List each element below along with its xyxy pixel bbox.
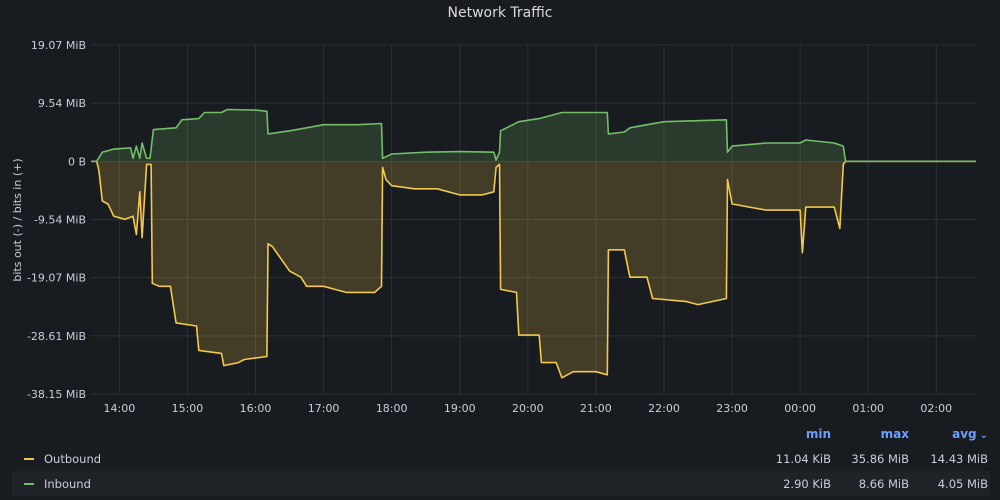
x-tick-label: 14:00 — [104, 402, 136, 415]
x-tick-label: 01:00 — [852, 402, 884, 415]
x-axis-ticks: 14:00 15:00 16:00 17:00 18:00 19:00 20:00 21:00… — [104, 402, 953, 415]
y-axis-ticks: 19.07 MiB 9.54 MiB 0 B -9.54 MiB -19.07 MiB -… — [27, 39, 86, 401]
legend-series-name[interactable]: Outbound — [44, 451, 102, 466]
y-tick-label: -9.54 MiB — [34, 214, 86, 227]
legend-row-outbound[interactable]: Outbound 11.04 KiB 35.86 MiB 14.43 MiB — [12, 446, 990, 471]
x-tick-label: 21:00 — [580, 402, 612, 415]
y-tick-label: 0 B — [68, 155, 86, 168]
legend-value-avg: 14.43 MiB — [930, 451, 988, 466]
legend-table: min max avg ⌄ Outbound 11.04 KiB 35.86 Mi… — [12, 421, 990, 496]
y-tick-label: 9.54 MiB — [38, 97, 86, 110]
outbound-line — [91, 160, 976, 379]
y-tick-label: -38.15 MiB — [27, 388, 86, 401]
y-tick-label: -19.07 MiB — [27, 272, 86, 285]
grid-lines — [91, 44, 976, 395]
legend-col-max[interactable]: max — [880, 426, 909, 441]
chevron-down-icon: ⌄ — [979, 429, 988, 441]
y-tick-label: 19.07 MiB — [31, 39, 86, 52]
legend-value-max: 8.66 MiB — [858, 476, 909, 491]
x-tick-label: 18:00 — [376, 402, 408, 415]
legend-value-avg: 4.05 MiB — [937, 476, 988, 491]
outbound-area — [91, 161, 976, 378]
inbound-line — [91, 108, 976, 163]
x-tick-label: 19:00 — [444, 402, 476, 415]
legend-value-max: 35.86 MiB — [851, 451, 909, 466]
legend-header: min max avg ⌄ — [12, 421, 990, 446]
y-axis-label: bits out (-) / bits in (+) — [11, 158, 24, 281]
legend-col-avg[interactable]: avg ⌄ — [909, 427, 990, 441]
x-tick-label: 23:00 — [716, 402, 748, 415]
legend-series-name[interactable]: Inbound — [44, 476, 91, 491]
inbound-area — [91, 109, 976, 162]
series-areas — [91, 109, 976, 378]
legend-col-min[interactable]: min — [805, 426, 831, 441]
outbound-swatch-icon — [24, 457, 34, 460]
series-lines — [91, 108, 976, 379]
network-traffic-chart[interactable]: 19.07 MiB 9.54 MiB 0 B -9.54 MiB -19.07 MiB -… — [0, 0, 1000, 420]
panel-title: Network Traffic — [447, 5, 553, 21]
x-tick-label: 02:00 — [920, 402, 952, 415]
legend-value-min: 2.90 KiB — [783, 476, 831, 491]
x-tick-label: 00:00 — [784, 402, 816, 415]
x-tick-label: 16:00 — [240, 402, 272, 415]
x-tick-label: 22:00 — [648, 402, 680, 415]
x-tick-label: 20:00 — [512, 402, 544, 415]
legend-col-avg-label: avg — [952, 426, 977, 441]
inbound-swatch-icon — [24, 482, 34, 485]
x-tick-label: 17:00 — [308, 402, 340, 415]
y-tick-label: -28.61 MiB — [27, 330, 86, 343]
legend-row-inbound[interactable]: Inbound 2.90 KiB 8.66 MiB 4.05 MiB — [12, 471, 990, 496]
x-tick-label: 15:00 — [172, 402, 204, 415]
legend-value-min: 11.04 KiB — [775, 451, 831, 466]
